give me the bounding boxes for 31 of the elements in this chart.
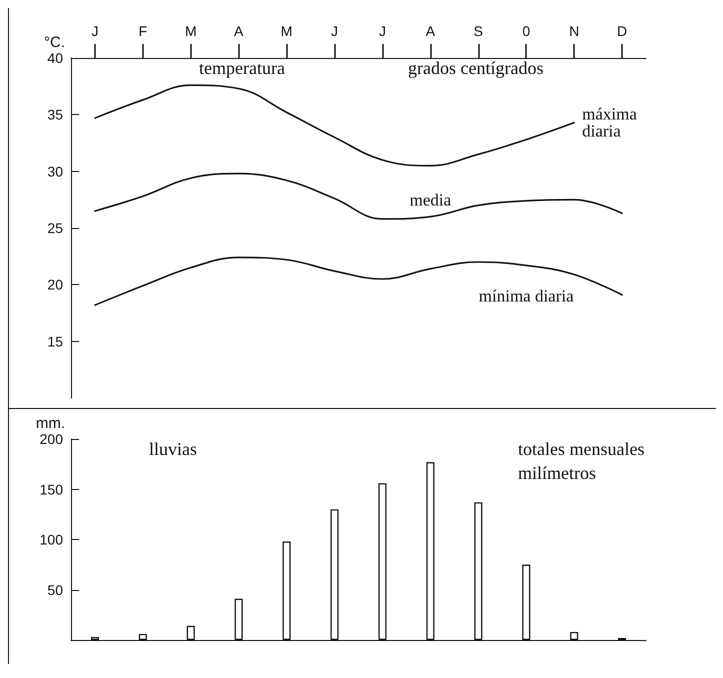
y-tick-label: 15 bbox=[47, 333, 64, 350]
x-tick-label: S bbox=[474, 23, 483, 39]
x-tick-label: A bbox=[426, 23, 436, 39]
x-tick-label: D bbox=[616, 23, 628, 39]
annotation: lluvias bbox=[149, 439, 197, 459]
x-tick-label: N bbox=[569, 23, 580, 39]
y-tick-label: 35 bbox=[47, 106, 64, 123]
series-label: media bbox=[410, 190, 452, 210]
series-label: mínima diaria bbox=[478, 286, 574, 306]
x-tick-label: 0 bbox=[522, 23, 530, 39]
y-tick-label: 40 bbox=[47, 50, 64, 66]
x-tick-label: J bbox=[91, 23, 98, 39]
y-tick-label: 20 bbox=[47, 276, 64, 293]
x-tick-label: F bbox=[138, 23, 148, 39]
y-tick-label: 25 bbox=[47, 220, 64, 236]
y-tick-label: 200 bbox=[40, 431, 64, 447]
x-tick-label: J bbox=[378, 23, 386, 39]
annotation: temperatura bbox=[199, 58, 285, 78]
x-tick-label: J bbox=[331, 23, 338, 39]
series-label: máxima diaria bbox=[582, 104, 642, 141]
annotation: grados centígrados bbox=[408, 58, 544, 78]
x-tick-label: M bbox=[280, 23, 292, 39]
y-tick-label: 150 bbox=[40, 481, 64, 498]
y-tick-label: 30 bbox=[47, 163, 64, 180]
y-axis-title: mm. bbox=[36, 415, 65, 432]
x-tick-label: A bbox=[234, 23, 244, 39]
annotation: totales mensuales milímetros bbox=[518, 439, 649, 483]
y-tick-label: 100 bbox=[40, 532, 64, 548]
y-tick-label: 50 bbox=[47, 582, 64, 598]
x-tick-label: M bbox=[184, 23, 197, 39]
y-axis-title: °C. bbox=[44, 34, 65, 51]
